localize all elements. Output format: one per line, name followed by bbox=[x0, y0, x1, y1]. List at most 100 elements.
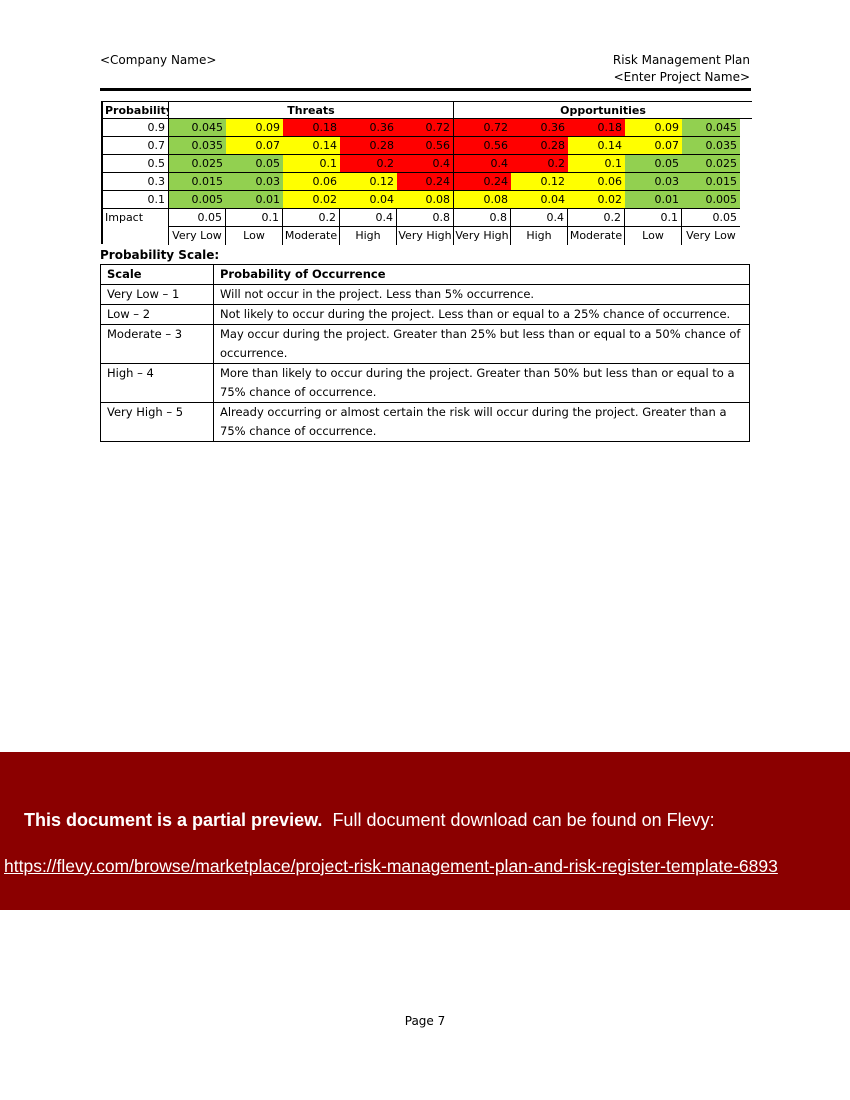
scale-description: Will not occur in the project. Less than… bbox=[213, 284, 750, 305]
matrix-cell: 0.025 bbox=[169, 155, 226, 173]
matrix-cell: 0.56 bbox=[397, 137, 454, 155]
matrix-cell: 0.07 bbox=[625, 137, 682, 155]
impact-value: 0.1 bbox=[625, 209, 682, 227]
impact-value: 0.1 bbox=[226, 209, 283, 227]
matrix-cell: 0.36 bbox=[511, 119, 568, 137]
matrix-cell: 0.12 bbox=[340, 173, 397, 191]
probability-value: 0.1 bbox=[103, 191, 169, 209]
matrix-row: Impact 0.05 0.1 0.2 0.4 0.8 0.8 0.4 0.2 0.1 0.05 bbox=[103, 209, 740, 227]
matrix-cell: 0.72 bbox=[397, 119, 454, 137]
matrix-cell: 0.4 bbox=[397, 155, 454, 173]
matrix-cell: 0.005 bbox=[169, 191, 226, 209]
matrix-cell: 0.18 bbox=[568, 119, 625, 137]
impact-value: 0.4 bbox=[511, 209, 568, 227]
download-link[interactable]: https://flevy.com/browse/marketplace/pro… bbox=[4, 856, 778, 876]
matrix-cell: 0.035 bbox=[682, 137, 740, 155]
matrix-cell: 0.02 bbox=[568, 191, 625, 209]
scale-row: Very Low – 1 Will not occur in the projec… bbox=[100, 284, 750, 305]
matrix-cell: 0.05 bbox=[226, 155, 283, 173]
matrix-cell: 0.04 bbox=[511, 191, 568, 209]
company-name: <Company Name> bbox=[100, 53, 217, 67]
probability-value: 0.9 bbox=[103, 119, 169, 137]
scale-row: Very High – 5 Already occurring or almost… bbox=[100, 402, 750, 442]
project-name: <Enter Project Name> bbox=[613, 70, 750, 84]
header-rule bbox=[100, 88, 751, 91]
matrix-cell: 0.06 bbox=[568, 173, 625, 191]
scale-label: Very High – 5 bbox=[100, 402, 214, 442]
probability-scale-title: Probability Scale: bbox=[100, 248, 220, 262]
preview-notice-bold: This document is a partial preview. bbox=[24, 810, 323, 830]
matrix-cell: 0.06 bbox=[283, 173, 340, 191]
impact-name: High bbox=[511, 227, 568, 245]
impact-name: Very High bbox=[454, 227, 511, 245]
matrix-cell: 0.015 bbox=[682, 173, 740, 191]
document-title: Risk Management Plan bbox=[612, 53, 750, 67]
matrix-cell: 0.72 bbox=[454, 119, 511, 137]
scale-description: More than likely to occur during the pro… bbox=[213, 363, 750, 403]
matrix-cell: 0.24 bbox=[397, 173, 454, 191]
scale-description: Not likely to occur during the project. … bbox=[213, 304, 750, 325]
scale-description: Already occurring or almost certain the … bbox=[213, 402, 750, 442]
preview-notice: This document is a partial preview. Full… bbox=[24, 810, 715, 831]
scale-row: Low – 2 Not likely to occur during the pr… bbox=[100, 304, 750, 325]
impact-value: 0.4 bbox=[340, 209, 397, 227]
probability-value: 0.5 bbox=[103, 155, 169, 173]
matrix-cell: 0.2 bbox=[511, 155, 568, 173]
matrix-cell: 0.18 bbox=[283, 119, 340, 137]
matrix-cell: 0.09 bbox=[226, 119, 283, 137]
matrix-cell: 0.03 bbox=[226, 173, 283, 191]
matrix-row: 0.3 0.015 0.03 0.06 0.12 0.24 0.24 0.12 0.06 0.03… bbox=[103, 173, 740, 191]
matrix-cell: 0.09 bbox=[625, 119, 682, 137]
impact-name: Low bbox=[625, 227, 682, 245]
matrix-cell: 0.05 bbox=[625, 155, 682, 173]
probability-header: Probability bbox=[103, 101, 169, 119]
probability-value: 0.7 bbox=[103, 137, 169, 155]
impact-value: 0.2 bbox=[283, 209, 340, 227]
matrix-cell: 0.045 bbox=[682, 119, 740, 137]
scale-row: High – 4 More than likely to occur during… bbox=[100, 363, 750, 403]
probability-impact-matrix: Probability Threats Opportunities 0.9 0.045 0… bbox=[101, 101, 752, 245]
matrix-row: 0.7 0.035 0.07 0.14 0.28 0.56 0.56 0.28 0.14 0.07… bbox=[103, 137, 740, 155]
page-number: Page 7 bbox=[404, 1014, 446, 1028]
impact-value: 0.8 bbox=[454, 209, 511, 227]
impact-name: Very Low bbox=[686, 229, 736, 242]
matrix-cell: 0.025 bbox=[682, 155, 740, 173]
matrix-cell: 0.28 bbox=[340, 137, 397, 155]
matrix-cell: 0.08 bbox=[454, 191, 511, 209]
scale-row: Moderate – 3 May occur during the project… bbox=[100, 324, 750, 364]
scale-column-header: Scale bbox=[100, 264, 214, 285]
impact-value: 0.2 bbox=[568, 209, 625, 227]
probability-scale-table: Scale Probability of Occurrence Very Low… bbox=[100, 264, 750, 442]
impact-value: 0.05 bbox=[682, 209, 740, 227]
impact-name: Moderate bbox=[568, 227, 625, 245]
impact-name: Moderate bbox=[283, 227, 340, 245]
scale-description: May occur during the project. Greater th… bbox=[213, 324, 750, 364]
matrix-cell: 0.07 bbox=[226, 137, 283, 155]
matrix-cell: 0.2 bbox=[340, 155, 397, 173]
preview-banner: This document is a partial preview. Full… bbox=[0, 752, 850, 910]
matrix-cell: 0.08 bbox=[397, 191, 454, 209]
impact-value: 0.8 bbox=[397, 209, 454, 227]
matrix-cell: 0.01 bbox=[226, 191, 283, 209]
matrix-left-border bbox=[101, 101, 103, 244]
matrix-row: Very Low Low Moderate High Very High Very Hig… bbox=[103, 227, 740, 245]
impact-value: 0.05 bbox=[169, 209, 226, 227]
matrix-cell: 0.02 bbox=[283, 191, 340, 209]
matrix-cell: 0.03 bbox=[625, 173, 682, 191]
preview-notice-text: Full document download can be found on F… bbox=[332, 810, 715, 830]
matrix-cell: 0.015 bbox=[169, 173, 226, 191]
matrix-row: 0.5 0.025 0.05 0.1 0.2 0.4 0.4 0.2 0.1 0.05 0.025 bbox=[103, 155, 740, 173]
matrix-cell: 0.04 bbox=[340, 191, 397, 209]
matrix-cell: 0.1 bbox=[568, 155, 625, 173]
matrix-cell: 0.56 bbox=[454, 137, 511, 155]
matrix-cell: 0.24 bbox=[454, 173, 511, 191]
impact-name: Very High bbox=[397, 227, 454, 245]
scale-label: High – 4 bbox=[100, 363, 214, 403]
impact-name: Low bbox=[226, 227, 283, 245]
matrix-cell: 0.14 bbox=[568, 137, 625, 155]
probability-column-header: Probability of Occurrence bbox=[213, 264, 750, 285]
impact-name-spacer bbox=[103, 227, 169, 245]
scale-label: Low – 2 bbox=[100, 304, 214, 325]
impact-label: Impact bbox=[103, 209, 169, 227]
matrix-cell: 0.045 bbox=[169, 119, 226, 137]
